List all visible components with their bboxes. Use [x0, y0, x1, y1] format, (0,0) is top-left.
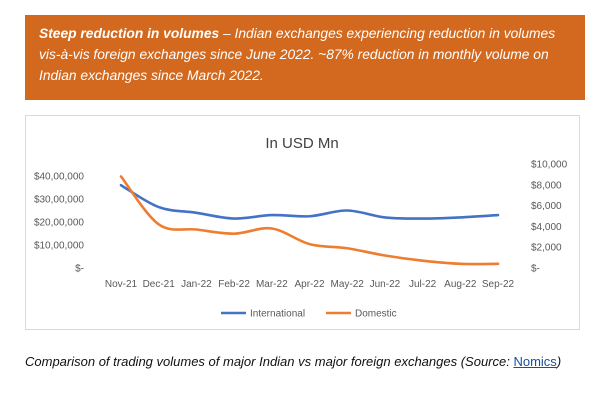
headline-banner: Steep reduction in volumes – Indian exch… [25, 15, 585, 100]
right-tick-label: $2,000 [531, 243, 562, 254]
right-tick-label: $- [531, 264, 540, 275]
x-tick-label: Jun-22 [370, 279, 401, 290]
volume-line-chart: In USD Mn $40,00,000 $30,00,000 $20,00,000… [34, 135, 568, 320]
chart-legend: International Domestic [221, 309, 397, 320]
left-tick-label: $10,00,000 [34, 241, 84, 252]
x-tick-label: Jul-22 [409, 279, 437, 290]
right-tick-label: $6,000 [531, 201, 562, 212]
left-tick-label: $40,00,000 [34, 172, 84, 183]
right-tick-label: $4,000 [531, 222, 562, 233]
series-lines [119, 175, 500, 266]
x-tick-label: Sep-22 [482, 279, 515, 290]
x-tick-label: Feb-22 [218, 279, 250, 290]
figure-caption: Comparison of trading volumes of major I… [25, 352, 590, 372]
left-tick-label: $30,00,000 [34, 195, 84, 206]
left-tick-label: $- [75, 264, 84, 275]
left-axis-ticks: $40,00,000 $30,00,000 $20,00,000 $10,00,000… [34, 172, 84, 275]
x-tick-label: Dec-21 [143, 279, 176, 290]
chart-frame: In USD Mn $40,00,000 $30,00,000 $20,00,000… [25, 115, 580, 330]
right-tick-label: $8,000 [531, 180, 562, 191]
right-axis-ticks: $10,000 $8,000 $6,000 $4,000 $2,000 $- [531, 160, 568, 275]
x-tick-label: Mar-22 [256, 279, 288, 290]
x-tick-label: May-22 [331, 279, 365, 290]
x-tick-label: Aug-22 [444, 279, 477, 290]
x-tick-label: Apr-22 [294, 279, 324, 290]
caption-close: ) [556, 354, 562, 369]
x-axis-ticks: Nov-21 Dec-21 Jan-22 Feb-22 Mar-22 Apr-22 May-… [105, 279, 515, 290]
legend-label: International [250, 309, 305, 320]
banner-text: – Indian exchanges experiencing reductio… [39, 26, 556, 83]
x-tick-label: Nov-21 [105, 279, 138, 290]
banner-bold-text: Steep reduction in volumes [39, 26, 220, 41]
x-tick-label: Jan-22 [181, 279, 212, 290]
legend-label: Domestic [355, 309, 397, 320]
caption-text: Comparison of trading volumes of major I… [25, 354, 514, 369]
series-line-domestic [119, 175, 500, 266]
chart-title: In USD Mn [265, 135, 338, 152]
source-link[interactable]: Nomics [513, 354, 557, 369]
series-line-international [119, 183, 500, 220]
left-tick-label: $20,00,000 [34, 218, 84, 229]
right-tick-label: $10,000 [531, 160, 568, 171]
